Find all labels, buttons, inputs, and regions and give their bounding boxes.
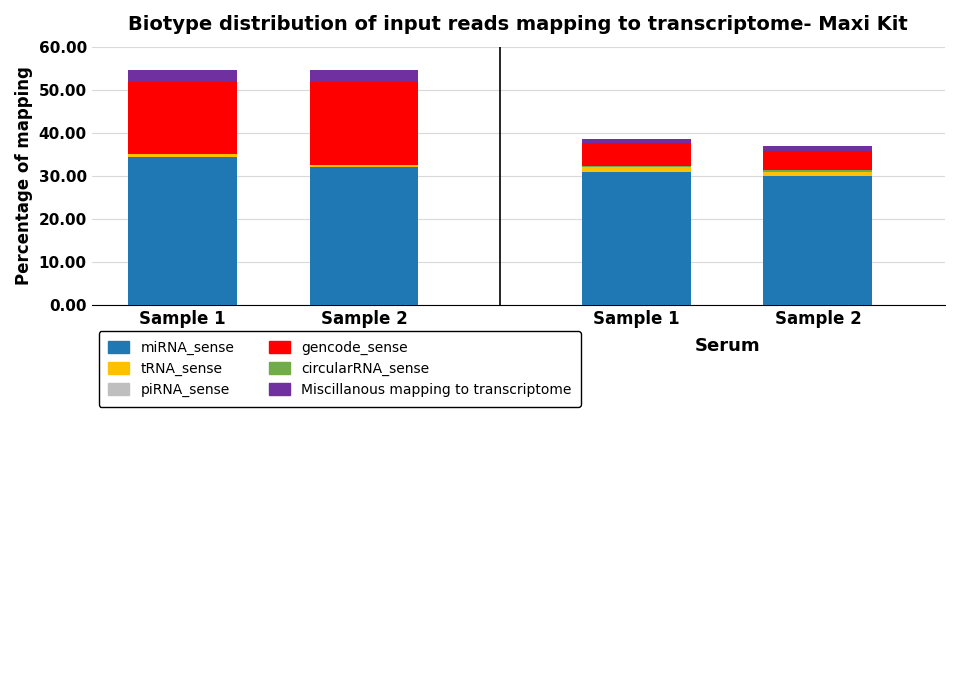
Bar [309,82,419,165]
Bar [582,166,691,167]
Bar [763,170,873,172]
Bar [128,82,237,154]
Bar [763,172,873,176]
Text: Serum: Serum [694,338,760,355]
Bar [763,151,873,170]
Legend: miRNA_sense, tRNA_sense, piRNA_sense, gencode_sense, circularRNA_sense, Miscilla: miRNA_sense, tRNA_sense, piRNA_sense, ge… [99,331,581,407]
Bar [128,154,237,156]
Bar [582,143,691,166]
Bar [309,167,419,305]
Bar [128,71,237,82]
Title: Biotype distribution of input reads mapping to transcriptome- Maxi Kit: Biotype distribution of input reads mapp… [129,15,908,34]
Bar [128,156,237,305]
Bar [582,172,691,305]
Bar [763,176,873,305]
Text: Plasma: Plasma [237,338,309,355]
Bar [309,71,419,82]
Bar [309,165,419,167]
Bar [582,139,691,143]
Bar [582,167,691,172]
Y-axis label: Percentage of mapping: Percentage of mapping [15,67,33,285]
Bar [763,145,873,151]
